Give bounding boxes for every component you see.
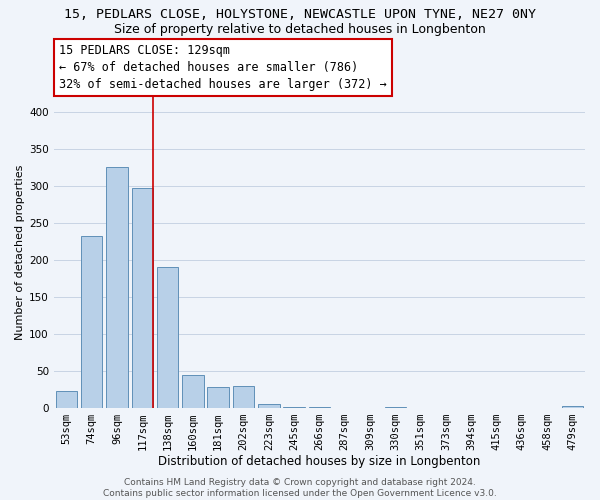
Bar: [81, 236, 103, 408]
Bar: [233, 386, 254, 408]
X-axis label: Distribution of detached houses by size in Longbenton: Distribution of detached houses by size …: [158, 454, 481, 468]
Bar: [283, 407, 305, 408]
Bar: [56, 391, 77, 408]
Bar: [208, 386, 229, 408]
Bar: [562, 406, 583, 408]
Text: 15, PEDLARS CLOSE, HOLYSTONE, NEWCASTLE UPON TYNE, NE27 0NY: 15, PEDLARS CLOSE, HOLYSTONE, NEWCASTLE …: [64, 8, 536, 20]
Bar: [106, 168, 128, 408]
Bar: [308, 407, 330, 408]
Bar: [157, 268, 178, 408]
Y-axis label: Number of detached properties: Number of detached properties: [15, 165, 25, 340]
Text: Size of property relative to detached houses in Longbenton: Size of property relative to detached ho…: [114, 22, 486, 36]
Bar: [385, 407, 406, 408]
Bar: [182, 374, 203, 408]
Bar: [258, 404, 280, 408]
Bar: [131, 188, 153, 408]
Text: Contains HM Land Registry data © Crown copyright and database right 2024.
Contai: Contains HM Land Registry data © Crown c…: [103, 478, 497, 498]
Text: 15 PEDLARS CLOSE: 129sqm
← 67% of detached houses are smaller (786)
32% of semi-: 15 PEDLARS CLOSE: 129sqm ← 67% of detach…: [59, 44, 387, 91]
